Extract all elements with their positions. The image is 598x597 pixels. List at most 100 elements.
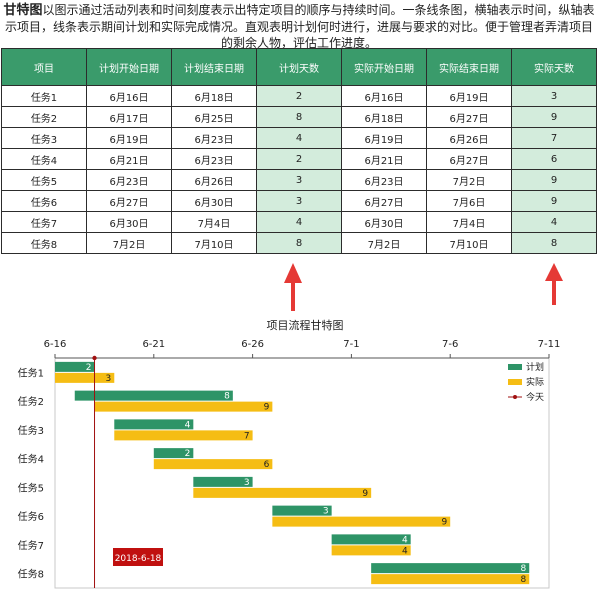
actual-bar-label: 9 <box>264 403 270 413</box>
arrow-up-icon <box>284 263 302 311</box>
gantt-data-table: 项目 计划开始日期 计划结束日期 计划天数 实际开始日期 实际结束日期 实际天数 任务1 6月… <box>1 48 597 254</box>
table-row: 任务7 6月30日 7月4日 4 6月30日 7月4日 4 <box>1 211 597 233</box>
x-tick-label: 7-1 <box>343 339 359 350</box>
legend-plan-swatch <box>508 364 522 370</box>
column-header: 计划开始日期 <box>86 48 172 86</box>
table-cell: 6月18日 <box>341 106 427 128</box>
table-cell: 任务1 <box>1 85 87 107</box>
table-header-row: 项目 计划开始日期 计划结束日期 计划天数 实际开始日期 实际结束日期 实际天数 <box>1 48 597 86</box>
table-row: 任务5 6月23日 6月26日 3 6月23日 7月2日 9 <box>1 169 597 191</box>
table-cell: 4 <box>256 211 342 233</box>
table-cell: 任务2 <box>1 106 87 128</box>
table-cell: 7月2日 <box>341 232 427 254</box>
table-cell: 任务5 <box>1 169 87 191</box>
table-cell: 6月27日 <box>341 190 427 212</box>
actual-bar <box>94 401 273 412</box>
table-cell: 6月30日 <box>86 211 172 233</box>
chart-title: 项目流程甘特图 <box>267 318 344 332</box>
task-label: 任务2 <box>18 395 44 408</box>
table-cell: 9 <box>511 169 597 191</box>
table-cell: 6月18日 <box>171 85 257 107</box>
column-header: 实际天数 <box>511 48 597 86</box>
table-cell: 3 <box>256 190 342 212</box>
table-cell: 任务8 <box>1 232 87 254</box>
plan-bar-label: 3 <box>323 507 329 517</box>
table-cell: 6月27日 <box>426 106 512 128</box>
table-cell: 4 <box>256 127 342 149</box>
table-cell: 6月26日 <box>426 127 512 149</box>
table-row: 任务6 6月27日 6月30日 3 6月27日 7月6日 9 <box>1 190 597 212</box>
legend-today-marker <box>513 395 517 399</box>
task-label: 任务4 <box>18 453 44 466</box>
x-tick-label: 7-6 <box>442 339 458 350</box>
table-cell: 7月4日 <box>171 211 257 233</box>
actual-bar-label: 9 <box>362 489 368 499</box>
table-cell: 6 <box>511 148 597 170</box>
task-label: 任务7 <box>18 539 44 552</box>
plan-bar <box>114 419 194 430</box>
x-tick-label: 7-11 <box>538 339 561 350</box>
today-badge <box>113 548 163 566</box>
table-cell: 7月10日 <box>426 232 512 254</box>
actual-bar <box>331 545 411 556</box>
today-badge-text: 2018-6-18 <box>115 554 162 564</box>
table-cell: 6月27日 <box>86 190 172 212</box>
table-cell: 任务7 <box>1 211 87 233</box>
table-cell: 7 <box>511 127 597 149</box>
today-marker <box>92 355 97 361</box>
table-cell: 7月4日 <box>426 211 512 233</box>
table-cell: 6月25日 <box>171 106 257 128</box>
table-cell: 8 <box>256 232 342 254</box>
table-cell: 8 <box>256 106 342 128</box>
table-cell: 2 <box>256 148 342 170</box>
table-cell: 4 <box>511 211 597 233</box>
column-header: 实际开始日期 <box>341 48 427 86</box>
table-row: 任务1 6月16日 6月18日 2 6月16日 6月19日 3 <box>1 85 597 107</box>
plan-bar-label: 8 <box>224 392 230 402</box>
table-cell: 6月23日 <box>171 148 257 170</box>
table-body: 任务1 6月16日 6月18日 2 6月16日 6月19日 3 任务2 6月17日 6月25日 8 6… <box>1 85 597 254</box>
plan-bar <box>153 448 194 459</box>
task-label: 任务6 <box>18 510 44 523</box>
table-row: 任务8 7月2日 7月10日 8 7月2日 7月10日 8 <box>1 232 597 254</box>
legend-actual-label: 实际 <box>526 376 544 388</box>
column-header: 项目 <box>1 48 87 86</box>
actual-bar-label: 7 <box>244 431 250 441</box>
legend-plan-label: 计划 <box>526 361 544 373</box>
table-cell: 6月26日 <box>171 169 257 191</box>
table-cell: 3 <box>256 169 342 191</box>
table-cell: 6月16日 <box>341 85 427 107</box>
table-cell: 6月16日 <box>86 85 172 107</box>
plan-bar-label: 4 <box>402 535 408 545</box>
table-cell: 6月21日 <box>341 148 427 170</box>
task-label: 任务1 <box>18 366 44 379</box>
actual-bar <box>272 516 451 527</box>
intro-term: 甘特图 <box>3 3 43 18</box>
table-cell: 任务6 <box>1 190 87 212</box>
plan-bar-label: 4 <box>185 420 191 430</box>
plan-bar-label: 2 <box>86 363 92 373</box>
table-cell: 6月30日 <box>171 190 257 212</box>
gantt-chart: 项目流程甘特图 6-16 6-21 6-26 7-1 7-6 7-11 任务1 2 3 任务2 8 9 任… <box>18 318 561 589</box>
actual-bar-label: 8 <box>521 575 527 585</box>
x-tick-label: 6-26 <box>241 339 264 350</box>
x-tick-label: 6-21 <box>142 339 165 350</box>
table-cell: 9 <box>511 106 597 128</box>
x-tick-label: 6-16 <box>44 339 67 350</box>
table-cell: 6月27日 <box>426 148 512 170</box>
plan-bar-label: 2 <box>185 449 191 459</box>
intro-body: 以图示通过活动列表和时间刻度表示出特定项目的顺序与持续时间。一条线条图，横轴表示… <box>4 3 595 50</box>
legend-actual-swatch <box>508 379 522 385</box>
task-label: 任务8 <box>18 568 44 581</box>
actual-bar <box>114 430 253 441</box>
legend-today-label: 今天 <box>526 391 544 403</box>
table-cell: 6月23日 <box>86 169 172 191</box>
table-cell: 8 <box>511 232 597 254</box>
plan-bar-label: 8 <box>521 564 527 574</box>
actual-bar-label: 9 <box>441 518 447 528</box>
actual-bar <box>193 487 372 498</box>
arrow-up-icon <box>545 263 563 305</box>
table-cell: 6月19日 <box>341 127 427 149</box>
task-label: 任务3 <box>18 424 44 437</box>
table-cell: 6月30日 <box>341 211 427 233</box>
